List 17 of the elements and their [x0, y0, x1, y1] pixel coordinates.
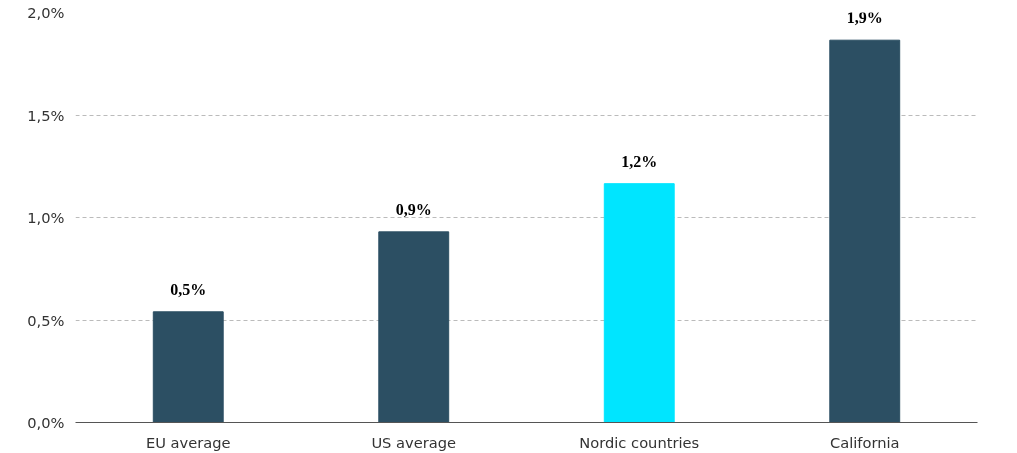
x-tick-label: California: [829, 433, 900, 451]
data-label: 1,9%: [846, 9, 883, 27]
x-tick-label: EU average: [145, 433, 231, 451]
y-tick-label: 1,5%: [27, 106, 65, 124]
y-tick-label: 0,5%: [27, 311, 65, 329]
data-label: 1,2%: [621, 152, 658, 170]
x-tick-label: Nordic countries: [579, 433, 700, 451]
data-label: 0,5%: [170, 280, 207, 298]
bar: [378, 231, 450, 423]
bar: [603, 183, 675, 423]
data-label: 0,9%: [395, 200, 432, 218]
y-tick-label: 1,0%: [27, 209, 65, 226]
bar: [829, 39, 901, 423]
y-tick-label: 0,0%: [27, 414, 65, 431]
x-tick-label: US average: [371, 433, 457, 451]
bar: [152, 311, 224, 423]
y-tick-label: 2,0%: [27, 4, 65, 21]
